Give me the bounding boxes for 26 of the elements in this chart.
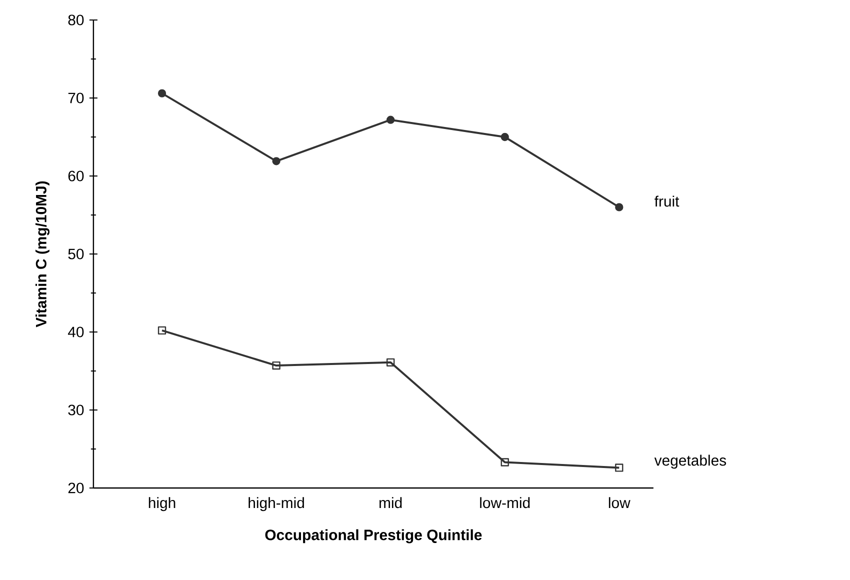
point <box>386 116 395 124</box>
point <box>386 358 395 366</box>
x-tick-label: mid <box>380 497 402 508</box>
y-tick-label: 70 <box>68 92 84 104</box>
point <box>272 361 280 370</box>
y-tick-label: 80 <box>68 14 84 26</box>
y-tick-label: 40 <box>68 326 84 338</box>
point <box>615 203 624 212</box>
point <box>500 458 509 466</box>
y-tick-label: 30 <box>68 404 84 416</box>
x-tick-label: low <box>608 497 630 508</box>
text: fruit <box>654 196 680 207</box>
point <box>272 157 280 166</box>
point <box>158 326 166 335</box>
text: vegetables <box>654 454 726 469</box>
y-tick-label: 20 <box>68 482 84 494</box>
point <box>500 132 509 142</box>
y-tick-label: 60 <box>68 170 84 182</box>
x-tick-label: high <box>148 497 176 512</box>
x-tick-label: high-mid <box>248 497 304 512</box>
y-tick-label: 50 <box>68 248 84 260</box>
point <box>158 89 166 98</box>
x-axis-title: Occupational Prestige Quintile <box>265 529 482 544</box>
x-tick-label: low-mid <box>480 497 530 508</box>
point <box>615 464 624 472</box>
y-axis-title: Vitamin C (mg/10MJ) <box>35 181 50 328</box>
